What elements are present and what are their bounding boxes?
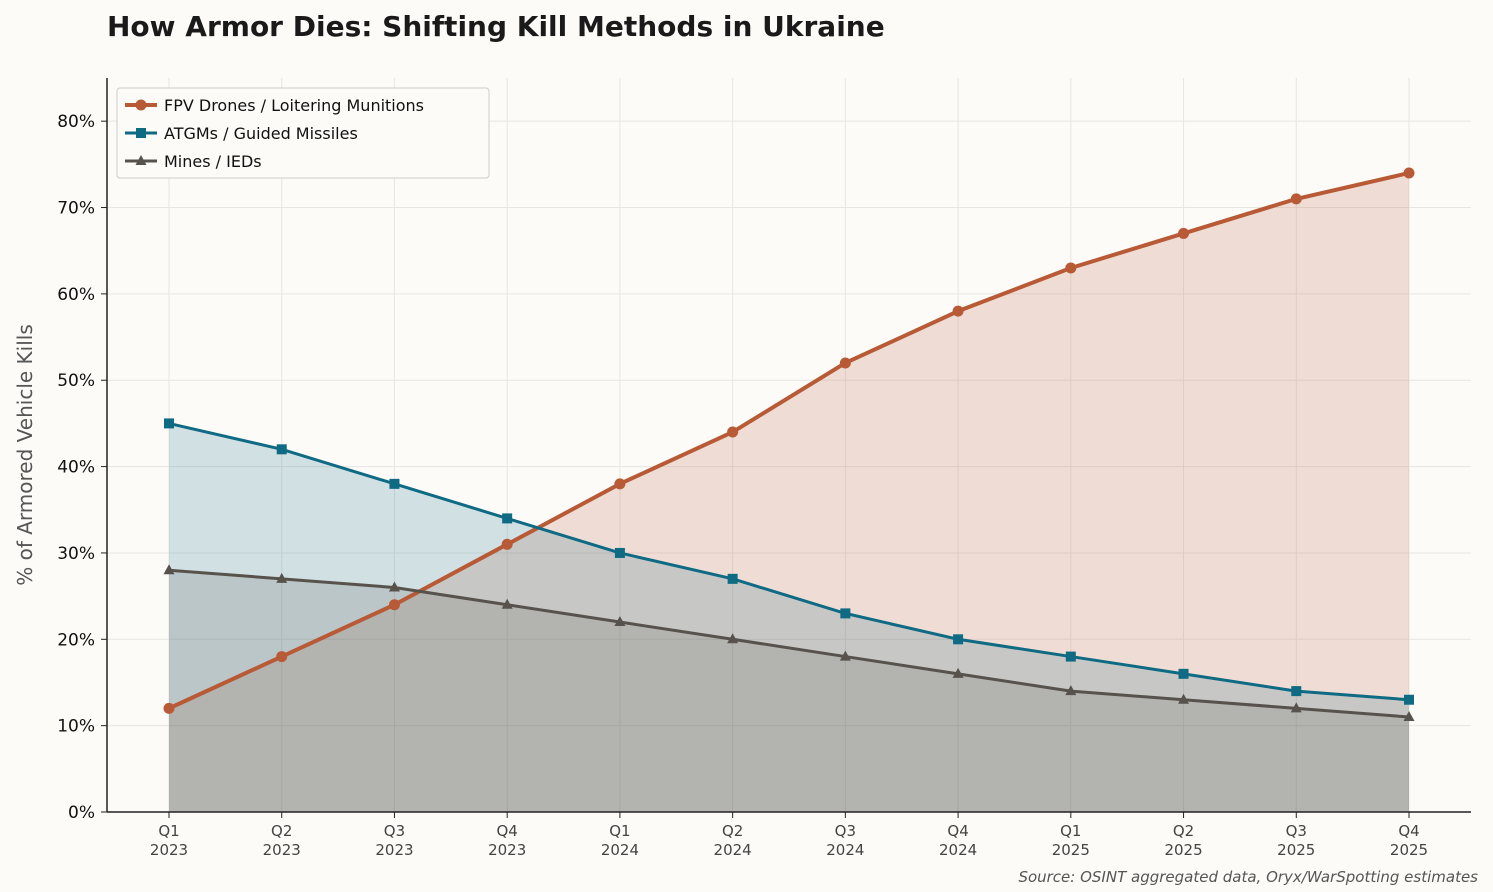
data-point bbox=[1291, 686, 1302, 697]
data-point bbox=[1403, 167, 1415, 179]
data-point bbox=[1178, 668, 1189, 679]
legend-marker bbox=[135, 99, 147, 111]
x-tick-label: Q2 2025 bbox=[1164, 822, 1202, 859]
data-point bbox=[614, 547, 625, 558]
series-line bbox=[168, 568, 1410, 719]
data-point bbox=[501, 538, 513, 550]
data-point bbox=[388, 599, 400, 611]
legend-box bbox=[116, 87, 490, 179]
data-point bbox=[502, 513, 513, 524]
data-point bbox=[1065, 651, 1076, 662]
x-tick-label: Q1 2024 bbox=[601, 822, 639, 859]
data-point bbox=[276, 444, 287, 455]
data-point bbox=[163, 564, 175, 575]
y-tick-label: 20% bbox=[57, 630, 95, 650]
x-tick-line: Q3 bbox=[1286, 822, 1307, 840]
data-point bbox=[1404, 694, 1414, 705]
x-tick-label: Q4 2024 bbox=[939, 822, 977, 859]
data-point bbox=[614, 478, 626, 490]
x-tick-line: Q1 bbox=[158, 822, 179, 840]
data-point bbox=[727, 426, 739, 438]
y-tick-label: 30% bbox=[57, 544, 95, 564]
data-point bbox=[1290, 702, 1302, 713]
y-tick-label: 40% bbox=[57, 458, 95, 478]
series-area bbox=[169, 570, 1409, 812]
x-tick-line: 2023 bbox=[375, 841, 413, 859]
x-tick-line: Q3 bbox=[384, 822, 405, 840]
data-point bbox=[614, 616, 626, 627]
series-area bbox=[169, 172, 1409, 813]
data-point bbox=[1065, 685, 1077, 696]
x-tick-line: Q4 bbox=[947, 822, 968, 840]
series-line bbox=[168, 421, 1410, 702]
data-point bbox=[1065, 262, 1077, 274]
data-point bbox=[952, 305, 964, 317]
x-tick-line: Q2 bbox=[271, 822, 292, 840]
x-tick-line: Q2 bbox=[722, 822, 743, 840]
y-tick-label: 70% bbox=[57, 199, 95, 219]
source-note: Source: OSINT aggregated data, Oryx/WarS… bbox=[1018, 868, 1478, 886]
data-point bbox=[840, 608, 851, 619]
y-axis-label: % of Armored Vehicle Kills bbox=[13, 324, 37, 586]
x-tick-label: Q1 2025 bbox=[1052, 822, 1090, 859]
legend-label: FPV Drones / Loitering Munitions bbox=[164, 96, 424, 115]
data-point bbox=[1178, 693, 1190, 704]
x-tick-line: 2024 bbox=[939, 841, 977, 859]
legend: FPV Drones / Loitering Munitions ATGMs / … bbox=[116, 87, 490, 179]
data-point bbox=[1290, 193, 1302, 205]
data-point bbox=[952, 667, 964, 678]
series-area bbox=[169, 423, 1409, 812]
data-point bbox=[1403, 711, 1415, 722]
x-tick-line: Q4 bbox=[1398, 822, 1419, 840]
x-tick-label: Q3 2024 bbox=[826, 822, 864, 859]
x-tick-line: Q3 bbox=[835, 822, 856, 840]
x-tick-label: Q2 2024 bbox=[714, 822, 752, 859]
x-tick-label: Q3 2023 bbox=[375, 822, 413, 859]
y-tick-label: 60% bbox=[57, 285, 95, 305]
data-point bbox=[164, 418, 174, 429]
x-tick-label: Q4 2023 bbox=[488, 822, 526, 859]
x-tick-label: Q4 2025 bbox=[1390, 822, 1428, 859]
x-tick-line: 2024 bbox=[826, 841, 864, 859]
data-point bbox=[276, 651, 288, 663]
x-tick-line: 2023 bbox=[488, 841, 526, 859]
legend-label: Mines / IEDs bbox=[164, 152, 262, 171]
x-tick-label: Q3 2025 bbox=[1277, 822, 1315, 859]
x-tick-line: 2024 bbox=[601, 841, 639, 859]
x-tick-label: Q2 2023 bbox=[263, 822, 301, 859]
legend-label: ATGMs / Guided Missiles bbox=[164, 124, 358, 143]
x-tick-line: 2025 bbox=[1277, 841, 1315, 859]
data-point bbox=[953, 634, 964, 645]
y-tick-label: 10% bbox=[57, 717, 95, 737]
x-tick-line: 2023 bbox=[150, 841, 188, 859]
legend-marker bbox=[135, 155, 147, 165]
y-tick-label: 80% bbox=[57, 112, 95, 132]
data-point bbox=[501, 598, 513, 609]
x-tick-line: Q1 bbox=[1060, 822, 1081, 840]
data-point bbox=[727, 573, 738, 584]
series-line bbox=[168, 171, 1410, 711]
x-tick-line: Q2 bbox=[1173, 822, 1194, 840]
chart-title: How Armor Dies: Shifting Kill Methods in… bbox=[107, 10, 885, 43]
data-point bbox=[276, 572, 288, 583]
data-point bbox=[839, 650, 851, 661]
x-tick-line: Q1 bbox=[609, 822, 630, 840]
legend-marker bbox=[136, 128, 146, 138]
x-tick-line: 2024 bbox=[714, 841, 752, 859]
y-tick-label: 50% bbox=[57, 371, 95, 391]
data-point bbox=[727, 633, 739, 644]
x-tick-line: Q4 bbox=[497, 822, 518, 840]
data-point bbox=[839, 357, 851, 369]
x-tick-label: Q1 2023 bbox=[150, 822, 188, 859]
data-point bbox=[163, 702, 175, 714]
x-tick-line: 2025 bbox=[1164, 841, 1202, 859]
x-tick-line: 2025 bbox=[1390, 841, 1428, 859]
data-point bbox=[388, 581, 400, 592]
data-point bbox=[1178, 227, 1190, 239]
data-point bbox=[389, 478, 400, 489]
x-tick-line: 2023 bbox=[263, 841, 301, 859]
y-tick-label: 0% bbox=[68, 803, 95, 823]
x-tick-line: 2025 bbox=[1052, 841, 1090, 859]
